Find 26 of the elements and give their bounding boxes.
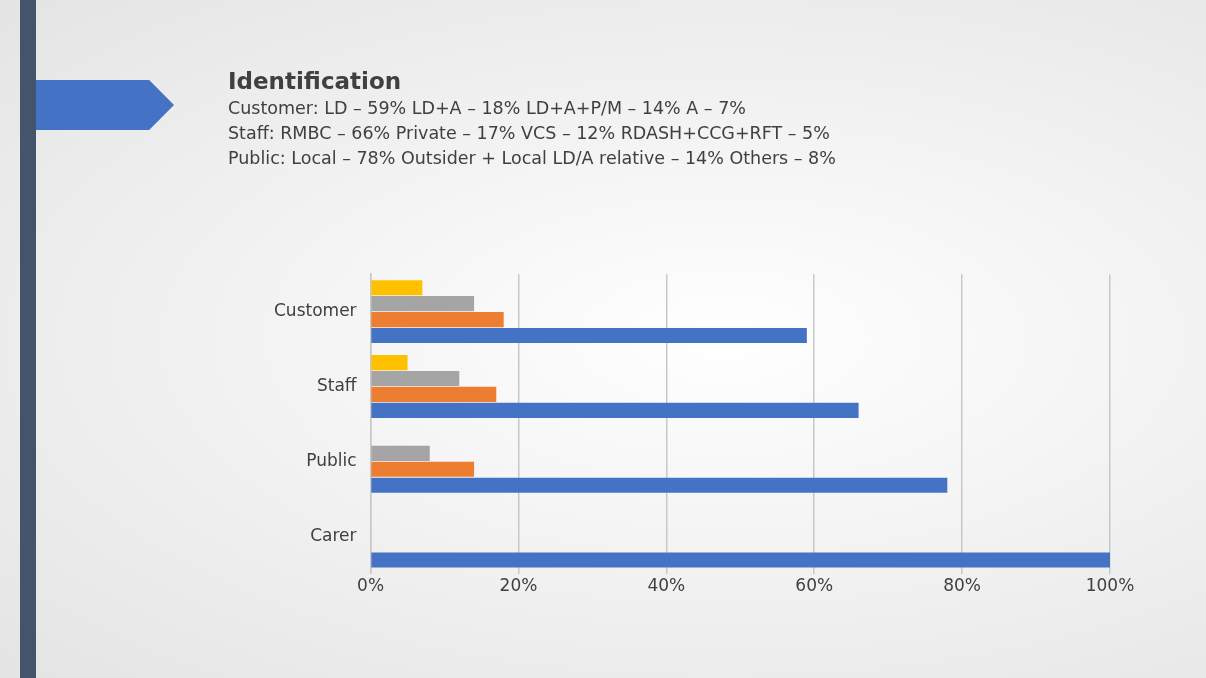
- bar: [371, 402, 859, 418]
- x-tick-label: 40%: [647, 575, 686, 596]
- y-tick-label: Carer: [310, 524, 357, 545]
- bar: [371, 477, 948, 493]
- bar: [371, 386, 497, 402]
- y-tick-label: Public: [306, 449, 357, 470]
- bar: [371, 370, 460, 387]
- y-tick-label: Customer: [274, 300, 357, 321]
- bar: [371, 296, 475, 312]
- x-tick-label: 0%: [357, 575, 385, 596]
- y-tick-label: Staff: [316, 374, 358, 395]
- text: Customer: LD – 59% LD+A – 18% LD+A+P/M – 14% A – 7%: [228, 98, 746, 118]
- text: Public: Local – 78% Outsider + Local LD/A relative – 14% Others – 8%: [228, 148, 836, 168]
- bar: [371, 327, 807, 344]
- text: Staff: RMBC – 66% Private – 17% VCS – 12% RDASH+CCG+RFT – 5%: [228, 123, 830, 143]
- x-tick-label: 60%: [795, 575, 834, 596]
- x-tick-label: 80%: [943, 575, 982, 596]
- bar: [371, 355, 408, 371]
- bar: [371, 280, 423, 296]
- bar: [371, 312, 504, 328]
- x-tick-label: 20%: [499, 575, 538, 596]
- x-tick-label: 100%: [1085, 575, 1135, 596]
- bar: [371, 445, 430, 461]
- bar: [371, 461, 475, 477]
- chart-title: Identification: [228, 68, 402, 94]
- bar: [371, 552, 1110, 568]
